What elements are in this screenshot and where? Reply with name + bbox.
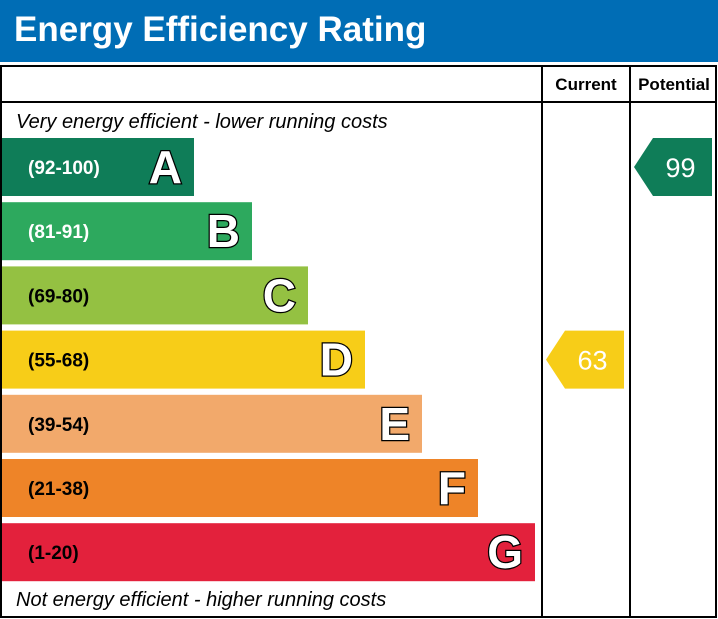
page-title: Energy Efficiency Rating [14,10,427,49]
band-f: (21-38) F [2,459,478,517]
band-a-letter: A [149,141,182,193]
band-f-bar [2,459,478,517]
band-d: (55-68) D [2,330,365,389]
band-c-range: (69-80) [28,286,89,307]
band-b-bar [2,202,252,261]
band-b-letter: B [207,205,240,257]
band-a-bar [2,138,194,196]
potential-rating-marker: 99 [634,138,712,196]
band-e-range: (39-54) [28,415,89,436]
rating-bands: (92-100) A (81-91) B (69-80) C (55-68) D (39-54)… [2,138,535,582]
potential-rating-arrow [634,138,712,196]
band-d-range: (55-68) [28,351,89,372]
potential-rating-value: 99 [665,153,695,183]
band-a-range: (92-100) [28,158,100,179]
band-a: (92-100) A [2,138,194,196]
band-e: (39-54) E [2,394,422,453]
outer-border [0,65,717,618]
band-c: (69-80) C [2,266,308,325]
band-g-range: (1-20) [28,543,79,564]
band-e-letter: E [379,398,410,450]
band-c-letter: C [263,269,296,321]
current-rating-marker: 63 [546,330,624,389]
band-c-bar [2,266,308,325]
band-d-bar [2,330,365,389]
bottom-caption: Not energy efficient - higher running co… [16,589,386,611]
band-d-letter: D [320,334,353,386]
chart-frame [0,65,717,618]
current-rating-arrow [546,330,624,389]
header-bar: Energy Efficiency Rating [0,0,718,62]
potential-column-header: Potential [638,75,710,94]
band-b-range: (81-91) [28,222,89,243]
band-g: (1-20) G [2,523,535,582]
band-g-letter: G [487,526,523,578]
band-f-letter: F [438,462,466,514]
top-caption: Very energy efficient - lower running co… [16,111,388,133]
band-g-bar [2,523,535,582]
current-rating-value: 63 [577,346,607,376]
rating-markers: 63 99 [546,138,712,389]
current-column-header: Current [555,75,617,94]
band-b: (81-91) B [2,202,252,261]
band-f-range: (21-38) [28,479,89,500]
band-e-bar [2,394,422,453]
